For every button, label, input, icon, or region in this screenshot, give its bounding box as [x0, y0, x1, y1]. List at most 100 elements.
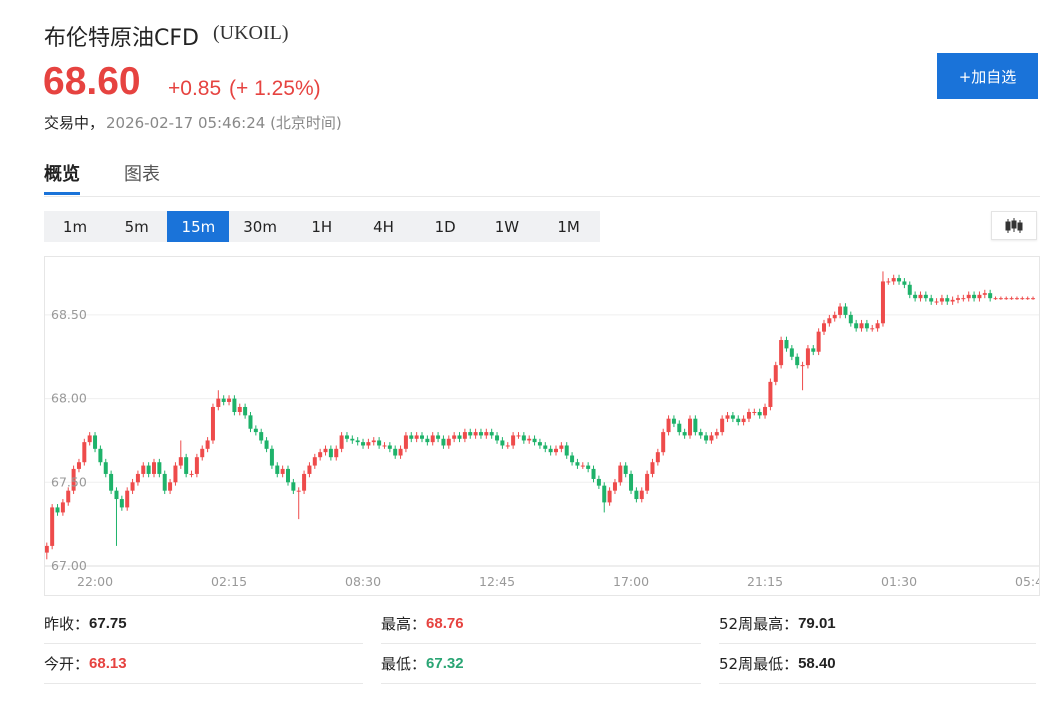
candle-body	[184, 457, 189, 474]
tab[interactable]: 图表	[124, 164, 160, 185]
candle-body	[382, 445, 387, 447]
candle-body	[280, 468, 285, 474]
candle-body	[152, 462, 156, 474]
candle-body	[237, 406, 242, 412]
candle-body	[532, 438, 537, 443]
chart-type-button[interactable]	[991, 211, 1037, 240]
candle-body	[441, 438, 446, 446]
candle-body	[420, 435, 424, 439]
candle-body	[430, 435, 435, 443]
interval-button[interactable]: 1H	[311, 217, 333, 236]
candle-body	[554, 448, 558, 453]
candle-body	[93, 435, 98, 449]
interval-button[interactable]: 1W	[494, 217, 520, 236]
candle-body	[227, 398, 232, 402]
chart-frame: 67.00 67.50 68.00 68.50 22:00 02:15 08:30 12:45…	[44, 256, 1040, 596]
candle-body	[253, 428, 258, 433]
tab[interactable]: 概览	[44, 160, 80, 195]
stat-item: 最低： 67.32	[381, 643, 701, 684]
candle-body	[473, 432, 478, 436]
candle-body	[939, 298, 944, 302]
candle-body	[677, 423, 682, 433]
candle-body	[221, 398, 226, 402]
add-watchlist-button[interactable]: +加自选	[937, 53, 1038, 99]
candle-body	[709, 435, 714, 441]
candle-body	[591, 468, 596, 479]
candle-body	[966, 294, 971, 299]
candle-body	[907, 284, 912, 295]
candle-body	[956, 298, 960, 300]
candle-body	[902, 281, 907, 285]
candle-body	[945, 298, 950, 302]
candle-body	[950, 299, 955, 302]
candle-body	[763, 406, 768, 416]
candle-body	[993, 298, 998, 300]
interval-button[interactable]: 4H	[373, 217, 394, 236]
stat-value: 79.01	[798, 614, 836, 632]
candle-body	[516, 435, 521, 437]
candle-body	[361, 442, 366, 446]
candle-body	[328, 448, 333, 458]
tab-bar: 概览 图表	[44, 158, 1040, 197]
candle-body	[816, 331, 821, 352]
candle-body	[580, 465, 585, 467]
candle-body	[87, 435, 92, 443]
trade-status: 交易中，	[44, 114, 105, 132]
candle-body	[671, 418, 676, 424]
candle-body	[1009, 298, 1014, 300]
candle-body	[886, 281, 891, 283]
y-tick-label: 67.00	[51, 558, 87, 573]
y-tick-label: 68.00	[51, 391, 87, 406]
interval-button[interactable]: 1M	[557, 217, 580, 236]
candle-body	[436, 435, 441, 439]
candle-body	[462, 432, 467, 439]
candle-body	[189, 473, 194, 475]
candle-body	[848, 314, 853, 324]
candle-body	[875, 323, 880, 329]
candle-body	[425, 438, 430, 443]
candle-body	[484, 432, 489, 436]
candle-body	[586, 465, 591, 469]
candle-body	[232, 398, 237, 412]
interval-button[interactable]: 1m	[62, 217, 88, 236]
candle-body	[71, 468, 76, 491]
candle-body	[639, 490, 644, 500]
interval-button[interactable]: 15m	[167, 211, 230, 242]
candle-body	[977, 294, 982, 299]
candle-body	[1031, 298, 1036, 300]
candle-body	[832, 314, 837, 319]
candle-body	[414, 435, 419, 439]
candle-body	[318, 452, 323, 458]
candle-body	[972, 294, 977, 299]
interval-button[interactable]: 1D	[434, 217, 456, 236]
x-tick-label: 17:00	[613, 574, 649, 589]
candle-body	[350, 438, 355, 441]
interval-button[interactable]: 30m	[243, 217, 277, 236]
interval-bar: 1m 5m 15m 30m 1H 4H 1D 1W 1M	[44, 211, 600, 242]
y-tick-label: 67.50	[51, 474, 87, 489]
candle-body	[45, 545, 49, 553]
price-change-percent: (+ 1.25%)	[229, 77, 321, 100]
candle-body	[98, 448, 103, 463]
candle-body	[1014, 298, 1019, 300]
instrument-symbol: (UKOIL)	[213, 22, 289, 44]
candle-body	[870, 328, 875, 330]
candle-body	[682, 432, 687, 436]
interval-button[interactable]: 5m	[124, 217, 149, 236]
candle-body	[243, 406, 248, 416]
candle-body	[650, 462, 655, 474]
candle-body	[109, 473, 114, 491]
candle-body	[489, 432, 494, 436]
candle-body	[452, 435, 457, 439]
price-change: +0.85	[168, 77, 222, 100]
candle-body	[779, 340, 784, 366]
candle-body	[746, 412, 751, 419]
candle-body	[511, 435, 516, 446]
candle-body	[82, 442, 87, 463]
stat-label: 今开：	[44, 654, 90, 673]
candle-body	[141, 465, 146, 474]
candle-body	[789, 348, 794, 357]
x-tick-label: 01:30	[881, 574, 917, 589]
candle-body	[468, 432, 473, 436]
candle-body	[398, 448, 403, 456]
